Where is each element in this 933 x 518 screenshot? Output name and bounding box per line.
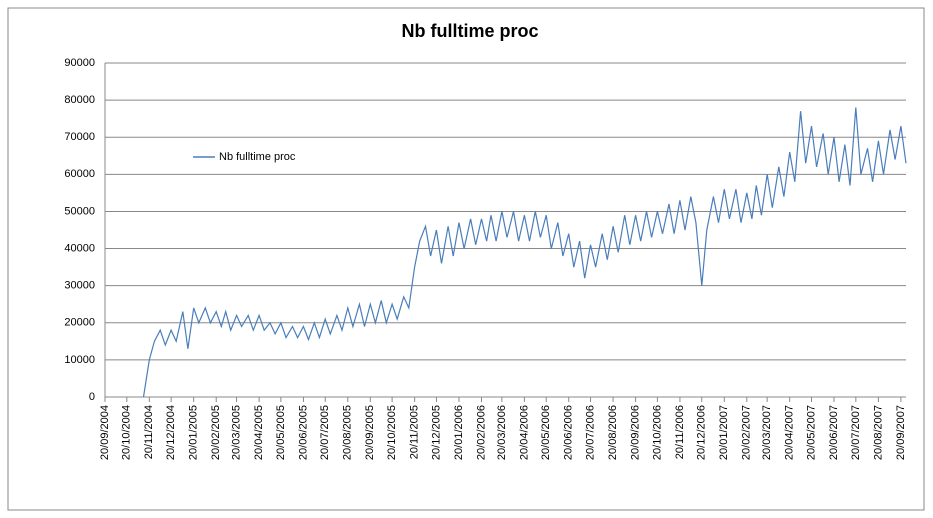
- x-tick-label: 20/05/2007: [805, 405, 817, 460]
- y-tick-label: 10000: [64, 354, 95, 366]
- x-tick-label: 20/09/2006: [630, 405, 642, 460]
- x-tick-label: 20/04/2007: [784, 405, 796, 460]
- x-tick-label: 20/03/2006: [496, 405, 508, 460]
- x-tick-label: 20/02/2007: [741, 405, 753, 460]
- x-tick-label: 20/12/2005: [430, 405, 442, 460]
- y-tick-label: 80000: [64, 94, 95, 106]
- y-tick-label: 70000: [64, 131, 95, 143]
- x-tick-label: 20/12/2004: [165, 405, 177, 460]
- y-tick-label: 40000: [64, 242, 95, 254]
- x-tick-label: 20/09/2004: [99, 405, 111, 460]
- y-tick-label: 60000: [64, 168, 95, 180]
- x-tick-label: 20/09/2007: [895, 405, 907, 460]
- y-tick-label: 30000: [64, 280, 95, 292]
- x-tick-label: 20/06/2005: [297, 405, 309, 460]
- x-tick-label: 20/11/2005: [409, 405, 421, 459]
- series-line: [142, 107, 907, 398]
- x-tick-label: 20/01/2007: [718, 405, 730, 460]
- x-tick-label: 20/03/2005: [230, 405, 242, 460]
- x-tick-label: 20/07/2007: [850, 405, 862, 460]
- x-tick-label: 20/05/2006: [540, 405, 552, 460]
- x-tick-label: 20/05/2005: [275, 405, 287, 460]
- x-tick-label: 20/08/2005: [342, 405, 354, 460]
- x-tick-label: 20/01/2005: [188, 405, 200, 460]
- y-tick-label: 50000: [64, 205, 95, 217]
- y-tick-label: 90000: [64, 57, 95, 69]
- chart-frame: [7, 7, 925, 511]
- x-tick-label: 20/10/2004: [121, 405, 133, 460]
- chart-title: Nb fulltime proc: [401, 21, 538, 41]
- x-tick-label: 20/06/2006: [563, 405, 575, 460]
- legend-label: Nb fulltime proc: [219, 151, 296, 163]
- x-tick-label: 20/11/2006: [674, 405, 686, 459]
- x-tick-label: 20/08/2006: [607, 405, 619, 460]
- x-tick-label: 20/01/2006: [453, 405, 465, 460]
- x-tick-label: 20/08/2007: [872, 405, 884, 460]
- x-tick-label: 20/10/2006: [651, 405, 663, 460]
- x-tick-label: 20/04/2006: [518, 405, 530, 460]
- x-tick-label: 20/02/2006: [475, 405, 487, 460]
- x-tick-label: 20/04/2005: [253, 405, 265, 460]
- x-tick-label: 20/03/2007: [761, 405, 773, 460]
- x-tick-label: 20/11/2004: [143, 405, 155, 459]
- x-tick-label: 20/12/2006: [696, 405, 708, 460]
- y-tick-label: 0: [89, 391, 95, 403]
- x-tick-label: 20/10/2005: [386, 405, 398, 460]
- x-tick-label: 20/07/2005: [319, 405, 331, 460]
- x-tick-label: 20/07/2006: [584, 405, 596, 460]
- y-tick-label: 20000: [64, 317, 95, 329]
- x-tick-label: 20/09/2005: [364, 405, 376, 460]
- x-tick-label: 20/06/2007: [828, 405, 840, 460]
- x-tick-label: 20/02/2005: [210, 405, 222, 460]
